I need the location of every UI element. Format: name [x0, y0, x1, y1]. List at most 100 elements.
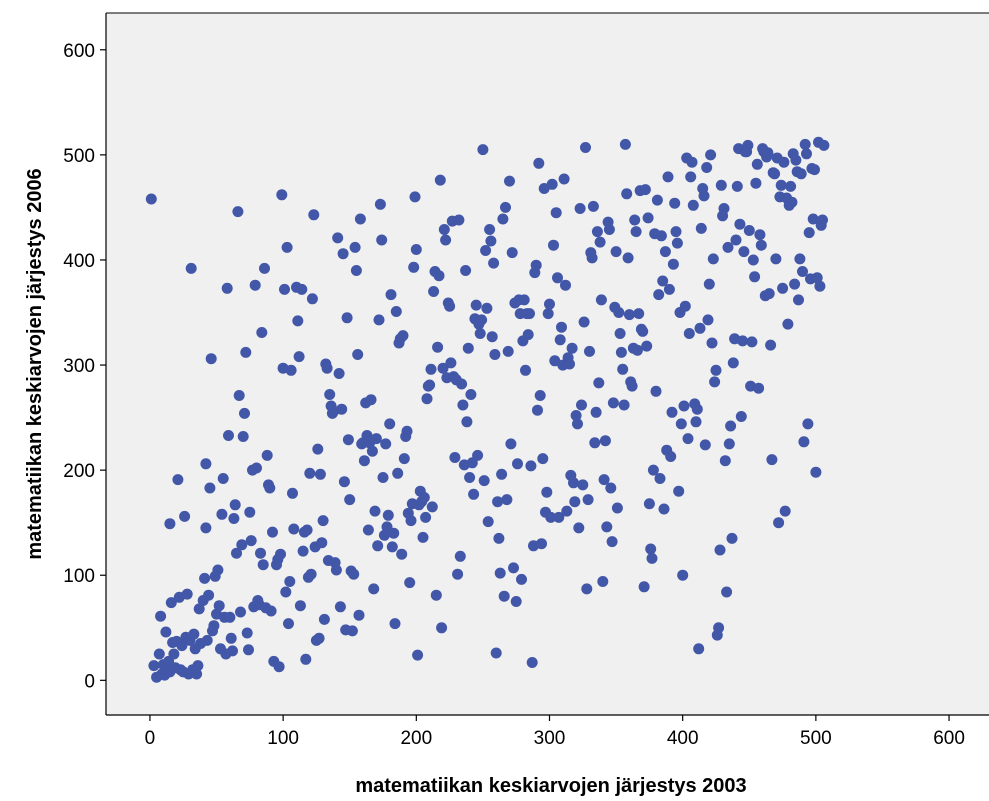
data-point: [657, 275, 669, 287]
data-point: [641, 340, 653, 352]
data-point: [426, 501, 438, 513]
data-point: [312, 443, 324, 455]
data-point: [785, 180, 797, 192]
data-point: [590, 406, 602, 418]
data-point: [586, 252, 598, 264]
data-point: [560, 279, 571, 291]
data-point: [224, 611, 236, 623]
data-point: [280, 586, 292, 598]
data-point: [460, 265, 472, 276]
data-point: [179, 510, 191, 522]
data-point: [699, 439, 711, 451]
data-point: [332, 232, 344, 244]
data-point: [464, 472, 476, 483]
data-point: [344, 494, 356, 506]
data-point: [382, 509, 394, 521]
data-point: [192, 660, 204, 672]
data-point: [775, 179, 787, 191]
data-point: [701, 162, 713, 173]
data-point: [300, 653, 312, 665]
data-point: [205, 353, 217, 365]
data-point: [561, 505, 573, 517]
data-point: [630, 226, 642, 238]
data-point: [811, 272, 823, 284]
data-point: [658, 503, 670, 515]
data-point: [229, 499, 241, 511]
data-point: [686, 156, 698, 168]
data-point: [200, 522, 212, 534]
data-point: [188, 628, 200, 640]
data-point: [420, 511, 432, 523]
x-tick-label: 600: [933, 728, 965, 749]
data-point: [779, 505, 791, 517]
data-point: [470, 299, 482, 311]
data-point: [773, 517, 785, 529]
data-point: [342, 434, 354, 446]
data-point: [424, 379, 436, 391]
data-point: [497, 213, 509, 225]
data-point: [719, 455, 731, 467]
data-point: [650, 385, 662, 397]
data-point: [288, 523, 300, 535]
data-point: [554, 334, 566, 346]
data-point: [390, 306, 402, 317]
data-point: [646, 552, 658, 564]
data-point: [639, 184, 651, 196]
data-point: [568, 477, 579, 489]
data-point: [296, 283, 308, 295]
data-point: [191, 668, 203, 680]
data-point: [200, 458, 212, 470]
data-point: [679, 300, 691, 312]
data-point: [236, 539, 248, 551]
data-point: [338, 476, 350, 488]
data-point: [789, 278, 801, 290]
data-point: [397, 330, 409, 342]
data-point: [623, 309, 635, 321]
data-point: [611, 502, 623, 514]
data-point: [392, 467, 404, 479]
data-point: [273, 661, 285, 673]
data-point: [365, 394, 377, 406]
data-point: [698, 190, 710, 202]
data-point: [489, 349, 501, 360]
data-point: [802, 418, 814, 430]
x-tick-label: 300: [534, 728, 566, 749]
data-point: [770, 253, 782, 265]
data-point: [305, 568, 317, 580]
data-point: [536, 538, 547, 550]
data-point: [694, 322, 706, 334]
data-point: [486, 331, 498, 343]
data-point: [629, 214, 641, 226]
data-point: [504, 175, 515, 187]
data-point: [671, 237, 683, 249]
data-point: [373, 314, 385, 326]
data-point: [285, 364, 297, 376]
x-tick-label: 100: [267, 728, 299, 749]
data-point: [294, 600, 306, 612]
data-point: [432, 341, 444, 353]
data-point: [398, 453, 410, 465]
data-point: [541, 486, 553, 498]
data-point: [408, 261, 420, 273]
data-point: [208, 620, 220, 632]
y-tick-label: 0: [84, 671, 95, 692]
data-point: [552, 272, 563, 284]
data-point: [777, 282, 789, 294]
data-point: [715, 179, 727, 191]
data-point: [769, 168, 781, 180]
data-point: [718, 203, 730, 214]
data-point: [637, 325, 649, 337]
data-point: [564, 358, 575, 370]
data-point: [726, 532, 738, 544]
data-points: [145, 136, 830, 683]
data-point: [584, 345, 595, 357]
data-point: [606, 536, 618, 548]
data-point: [695, 222, 707, 234]
data-point: [663, 283, 675, 295]
data-point: [742, 139, 754, 151]
y-tick-label: 500: [63, 146, 95, 167]
data-point: [546, 178, 558, 190]
data-point: [324, 389, 336, 400]
data-point: [155, 610, 167, 622]
data-point: [330, 564, 342, 576]
